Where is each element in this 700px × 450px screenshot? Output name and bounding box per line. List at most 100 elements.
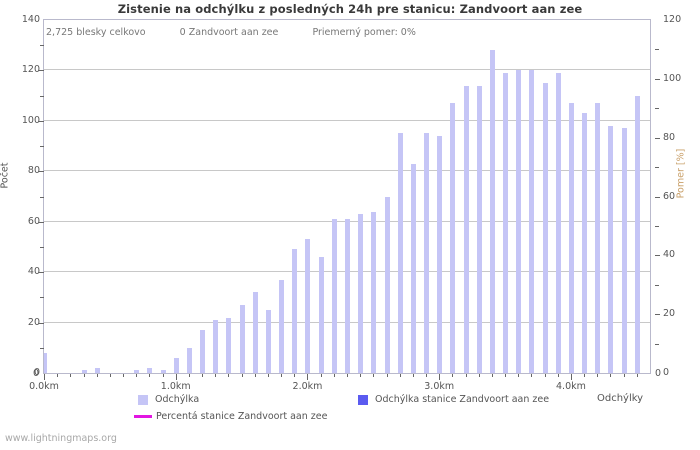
x-tick-label: 1.0km [160,381,191,392]
bar [44,352,47,373]
y-tick-right-minor [655,167,659,169]
y-tick-label-right: 60 [663,190,676,202]
bar [516,70,522,373]
y-tick-label-right: 0 [663,367,670,378]
bar [489,50,495,373]
x-tick-minor [360,374,362,377]
bar [81,370,87,373]
legend-label: Percentá stanice Zandvoort aan zee [156,411,328,422]
x-tick-minor [294,374,296,377]
x-tick-minor [228,374,230,377]
legend-color-swatch [358,394,368,405]
bar [437,136,443,373]
legend-item[interactable]: Odchýlka [138,394,199,405]
subcaption-total: 2,725 blesky celkovo [46,27,146,38]
x-tick-minor [333,374,335,377]
y-tick-label-left: 40 [27,266,40,278]
y-axis-left-title: Počet [0,162,11,189]
x-tick-minor [544,374,546,377]
bar [450,103,456,373]
bar [634,95,640,373]
y-tick-label-right: 40 [663,249,676,261]
y-tick-left [39,272,44,274]
x-tick-minor [426,374,428,377]
plot-inner [44,20,650,373]
x-tick-minor [136,374,138,377]
x-tick-minor [57,374,59,377]
watermark: www.lightningmaps.org [5,433,117,444]
y-tick-left-minor [40,95,44,97]
bar [384,196,390,373]
x-tick-minor [478,374,480,377]
x-tick-minor [149,374,151,377]
bars-layer [44,20,650,373]
bar [397,133,403,373]
x-tick-minor [557,374,559,377]
x-tick-minor [162,374,164,377]
bar [173,357,179,373]
y-tick-right [655,78,660,80]
legend-color-swatch [138,394,148,405]
x-tick-minor [531,374,533,377]
x-tick-minor [373,374,375,377]
x-tick-minor [267,374,269,377]
y-axis-right: 0 20 40 60 80 100 120 [655,15,700,378]
bar [542,83,548,373]
x-tick-major [175,374,177,380]
y-axis-right-title: Pomer [%] [675,148,687,199]
y-tick-left [39,120,44,122]
x-tick-major [44,374,45,380]
bar [252,292,258,373]
legend-item[interactable]: Percentá stanice Zandvoort aan zee [134,411,328,422]
y-tick-right-minor [655,108,659,110]
bar [503,72,509,373]
y-tick-left [39,171,44,173]
x-axis: 0.0km 1.0km 2.0km 3.0km 4.0km [29,374,651,398]
bar [239,304,245,373]
y-tick-right [655,255,660,257]
bar [200,330,206,373]
x-tick-minor [241,374,243,377]
bar [424,133,430,373]
bar [305,239,311,373]
bar [186,347,192,373]
bar [608,125,614,373]
x-tick-minor [254,374,256,377]
bar [345,219,350,373]
bar [555,72,561,373]
bar [568,103,574,373]
bar [292,249,298,373]
y-tick-label-left: 120 [21,64,40,76]
x-tick-minor [320,374,322,377]
x-tick-minor [83,374,85,377]
y-tick-left [39,221,44,223]
gridline [44,119,650,121]
x-tick-label: 4.0km [556,381,586,392]
bar [94,367,100,373]
x-tick-minor [636,374,638,377]
gridline [44,69,650,71]
y-tick-label-left: 60 [27,215,40,227]
bar [279,279,285,373]
y-tick-label-right: 80 [663,131,676,143]
x-axis-title: Odchýlky [597,393,644,404]
legend-label: Odchýlka stanice Zandvoort aan zee [375,394,550,405]
bar [265,309,271,373]
x-tick-label: 2.0km [292,381,323,392]
bar [582,113,588,373]
x-tick-major [570,374,572,380]
legend-item[interactable]: Odchýlka stanice Zandvoort aan zee [358,394,549,405]
y-axis-left: 0 20 40 60 80 100 120 140 [0,15,44,378]
x-tick-minor [412,374,414,377]
subcaption-station: 0 Zandvoort aan zee [179,27,279,38]
y-tick-right-minor [655,284,659,286]
bar [226,317,232,373]
bar [595,103,601,373]
y-tick-left-minor [40,347,44,349]
x-tick-minor [623,374,625,377]
x-tick-minor [491,374,493,377]
y-tick-label-left: 20 [27,316,40,328]
bar [213,320,219,373]
y-tick-right [655,196,660,198]
